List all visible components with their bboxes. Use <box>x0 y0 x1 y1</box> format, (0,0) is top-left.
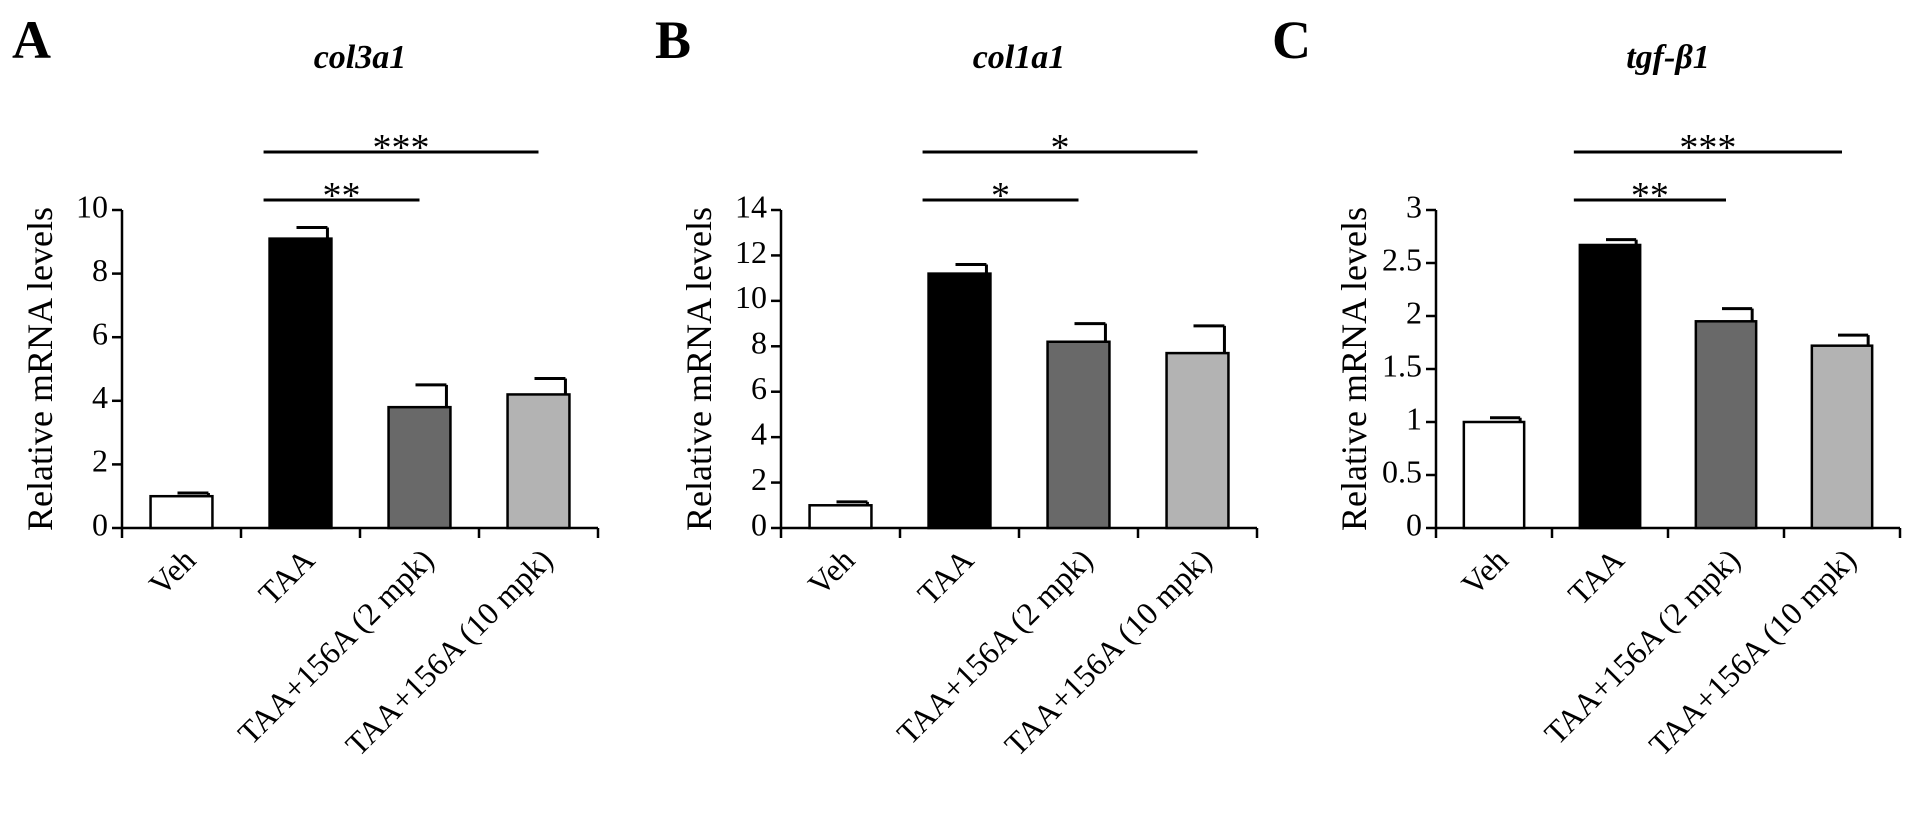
bar <box>268 237 333 530</box>
x-tick-label: Veh <box>1454 541 1515 602</box>
significance-label: *** <box>373 127 430 169</box>
y-axis-label: Relative mRNA levels <box>1334 207 1374 531</box>
panel-label: C <box>1272 10 1311 70</box>
bar <box>808 504 873 530</box>
bar <box>927 272 992 530</box>
bar <box>1462 420 1526 530</box>
bar <box>149 494 214 530</box>
significance-label: * <box>991 175 1010 217</box>
x-tick-label: TAA+156A (10 mpk) <box>1642 541 1863 762</box>
y-tick-label: 4 <box>92 379 108 415</box>
bar <box>1810 344 1874 530</box>
x-tick-label: TAA+156A (2 mpk) <box>231 541 441 751</box>
panel-label: A <box>12 10 51 70</box>
y-tick-label: 0 <box>751 506 767 542</box>
bar <box>1165 351 1230 530</box>
bar <box>1046 340 1111 530</box>
bar <box>387 405 452 530</box>
y-tick-label: 3 <box>1406 188 1422 224</box>
x-tick-label: TAA <box>1561 541 1631 611</box>
bar <box>1578 243 1642 530</box>
y-tick-label: 8 <box>92 252 108 288</box>
y-tick-label: 0.5 <box>1382 453 1422 489</box>
y-tick-label: 2 <box>751 461 767 497</box>
y-tick-label: 2 <box>1406 294 1422 330</box>
significance-label: *** <box>1679 127 1736 169</box>
y-axis-label: Relative mRNA levels <box>20 207 60 531</box>
chart-title: col3a1 <box>314 39 407 76</box>
y-tick-label: 6 <box>92 316 108 352</box>
x-tick-label: TAA+156A (10 mpk) <box>997 541 1218 762</box>
x-tick-label: TAA+156A (2 mpk) <box>1537 541 1747 751</box>
y-tick-label: 10 <box>76 188 108 224</box>
y-tick-label: 8 <box>751 325 767 361</box>
bar <box>1694 320 1758 530</box>
y-tick-label: 1.5 <box>1382 347 1422 383</box>
x-tick-label: TAA <box>910 541 980 611</box>
y-tick-label: 4 <box>751 415 767 451</box>
y-tick-label: 0 <box>1406 506 1422 542</box>
x-tick-label: Veh <box>801 541 862 602</box>
chart-title: col1a1 <box>973 39 1066 76</box>
y-tick-label: 1 <box>1406 400 1422 436</box>
panel-label: B <box>655 10 691 70</box>
y-tick-label: 6 <box>751 370 767 406</box>
significance-label: ** <box>1631 175 1669 217</box>
significance-label: ** <box>323 175 361 217</box>
chart-title: tgf-β1 <box>1626 39 1710 76</box>
significance-label: * <box>1051 127 1070 169</box>
y-tick-label: 14 <box>735 188 767 224</box>
y-tick-label: 2.5 <box>1382 241 1422 277</box>
x-tick-label: TAA <box>251 541 321 611</box>
x-tick-label: TAA+156A (2 mpk) <box>890 541 1100 751</box>
x-tick-label: Veh <box>142 541 203 602</box>
y-axis-label: Relative mRNA levels <box>679 207 719 531</box>
y-tick-label: 2 <box>92 443 108 479</box>
x-tick-label: TAA+156A (10 mpk) <box>338 541 559 762</box>
bar <box>506 393 571 530</box>
y-tick-label: 10 <box>735 279 767 315</box>
y-tick-label: 12 <box>735 234 767 270</box>
y-tick-label: 0 <box>92 506 108 542</box>
